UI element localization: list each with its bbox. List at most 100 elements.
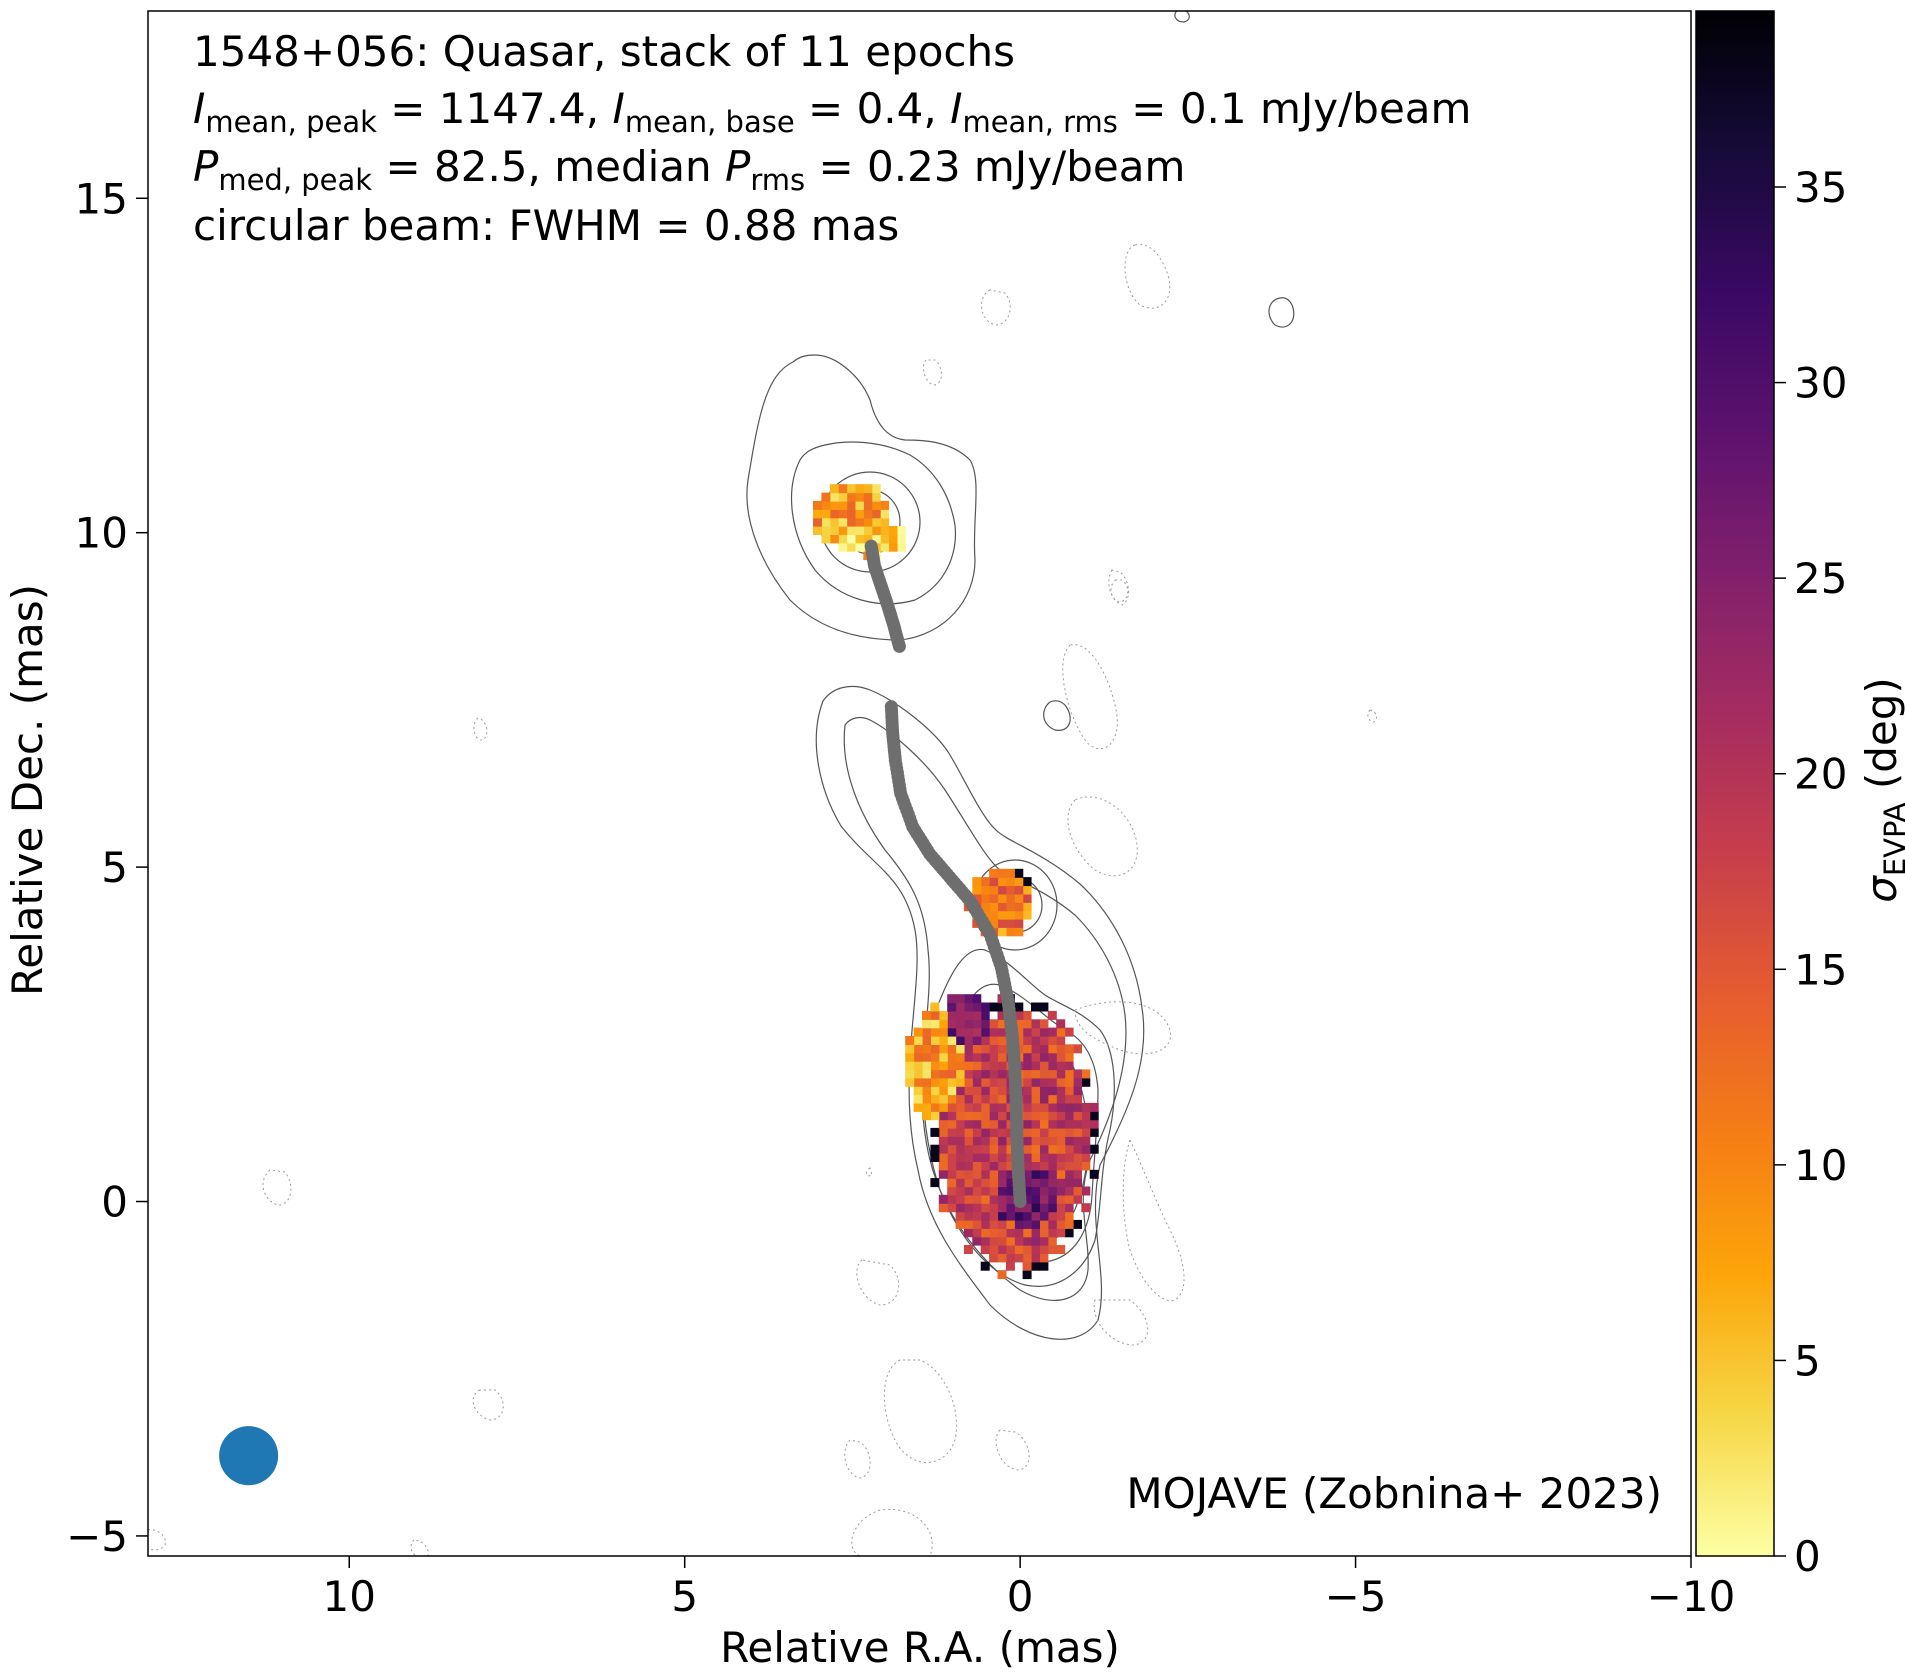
sigma-pixel — [1047, 1144, 1057, 1154]
sigma-pixel — [980, 1219, 990, 1229]
sigma-pixel — [938, 1077, 948, 1087]
sigma-pixel — [947, 1094, 957, 1104]
sigma-pixel — [1056, 1052, 1066, 1062]
sigma-pixel — [947, 1127, 957, 1137]
sigma-pixel — [1047, 1169, 1057, 1179]
sigma-pixel — [963, 1228, 973, 1238]
sigma-pixel — [989, 1102, 999, 1112]
plot-background — [148, 11, 1691, 1556]
x-tick-label: 5 — [671, 1572, 698, 1621]
sigma-pixel — [997, 1169, 1007, 1179]
sigma-pixel — [955, 1203, 965, 1213]
contour-jet-2 — [843, 716, 1127, 1301]
sigma-pixel — [955, 1153, 965, 1162]
annotation-beam: circular beam: FWHM = 0.88 mas — [193, 201, 899, 250]
sigma-pixel — [989, 1019, 999, 1029]
sigma-pixel — [989, 918, 999, 928]
sigma-pixel — [1014, 927, 1024, 937]
sigma-pixel — [1039, 1111, 1049, 1121]
sigma-pixel — [846, 509, 856, 519]
sigma-pixel — [922, 1036, 931, 1045]
sigma-pixel — [955, 1178, 965, 1188]
sigma-pixel — [838, 526, 848, 535]
sigma-pixel — [1005, 1203, 1015, 1213]
sigma-pixel — [989, 885, 999, 895]
sigma-pixel — [963, 1019, 973, 1029]
sigma-pixel — [989, 1086, 999, 1096]
sigma-pixel — [1022, 1228, 1032, 1238]
sigma-pixel — [905, 1061, 915, 1071]
sigma-pixel — [1047, 1052, 1057, 1062]
sigma-pixel — [1031, 1136, 1040, 1146]
sigma-pixel — [997, 1010, 1007, 1020]
sigma-pixel — [989, 1211, 999, 1221]
neg-contour-15 — [472, 1389, 504, 1421]
sigma-pixel — [1047, 1136, 1057, 1146]
sigma-pixel — [1022, 1052, 1032, 1062]
sigma-pixel — [871, 500, 881, 510]
sigma-pixel — [854, 500, 864, 510]
sigma-pixel — [838, 500, 848, 510]
sigma-pixel — [989, 1169, 999, 1179]
credit-label: MOJAVE (Zobnina+ 2023) — [1126, 1469, 1662, 1518]
sigma-pixel — [1005, 1245, 1015, 1254]
sigma-pixel — [1031, 1253, 1040, 1263]
sigma-pixel — [955, 1127, 965, 1137]
colorbar: 0 5 10 15 20 25 30 35 σEVPA (deg) — [1695, 10, 1905, 1581]
sigma-pixel — [947, 1102, 957, 1112]
sigma-pixel — [963, 1086, 973, 1096]
sigma-pixel — [1014, 902, 1024, 912]
sigma-pixel — [997, 885, 1007, 895]
sigma-pixel — [1056, 1119, 1066, 1129]
sigma-pixel — [997, 893, 1007, 903]
sigma-pixel — [980, 1203, 990, 1213]
sigma-pixel — [1039, 1236, 1049, 1246]
sigma-pixel — [989, 902, 999, 912]
sigma-pixel — [1089, 1111, 1099, 1121]
sigma-pixel — [997, 868, 1007, 878]
sigma-pixel — [829, 492, 839, 502]
sigma-pixel — [1039, 1261, 1049, 1271]
sigma-pixel — [1047, 1228, 1057, 1238]
sigma-pixel — [1031, 1261, 1040, 1271]
sigma-pixel — [1031, 1219, 1040, 1229]
sigma-pixel — [955, 1136, 965, 1146]
sigma-pixel — [938, 1144, 948, 1154]
sigma-pixel — [997, 1061, 1007, 1071]
sigma-pixel — [955, 1094, 965, 1104]
sigma-pixel — [913, 1094, 923, 1104]
sigma-pixel — [930, 1086, 940, 1096]
sigma-pixel — [1022, 1153, 1032, 1162]
neg-contour-20 — [410, 1539, 429, 1556]
sigma-pixel — [838, 484, 848, 494]
sigma-pixel — [947, 1153, 957, 1162]
sigma-pixel — [955, 1169, 965, 1179]
sigma-pixel — [1031, 1086, 1040, 1096]
sigma-pixel — [997, 1102, 1007, 1112]
sigma-pixel — [997, 902, 1007, 912]
neg-contour-11 — [856, 1259, 900, 1306]
sigma-pixel — [989, 868, 999, 878]
sigma-pixel — [1031, 1119, 1040, 1129]
sigma-pixel — [963, 1127, 973, 1137]
sigma-pixel — [947, 1044, 957, 1054]
sigma-pixel — [1073, 1077, 1082, 1087]
sigma-pixel — [1039, 1136, 1049, 1146]
sigma-pixel — [871, 517, 881, 527]
sigma-pixel — [947, 1036, 957, 1045]
sigma-pixel — [947, 1052, 957, 1062]
sigma-pixel — [997, 1052, 1007, 1062]
sigma-pixel — [963, 1052, 973, 1062]
sigma-pixel — [922, 1102, 931, 1112]
sigma-pixel — [930, 1036, 940, 1045]
sigma-pixel — [1073, 1044, 1082, 1054]
sigma-pixel — [1039, 1119, 1049, 1129]
sigma-pixel — [930, 1019, 940, 1029]
sigma-pixel — [1022, 1136, 1032, 1146]
sigma-pixel — [905, 1077, 915, 1087]
sigma-pixel — [880, 542, 890, 552]
sigma-pixel — [1039, 1169, 1049, 1179]
sigma-pixel — [947, 994, 957, 1004]
sigma-pixel — [1022, 1253, 1032, 1263]
sigma-pixel — [1064, 1119, 1074, 1129]
